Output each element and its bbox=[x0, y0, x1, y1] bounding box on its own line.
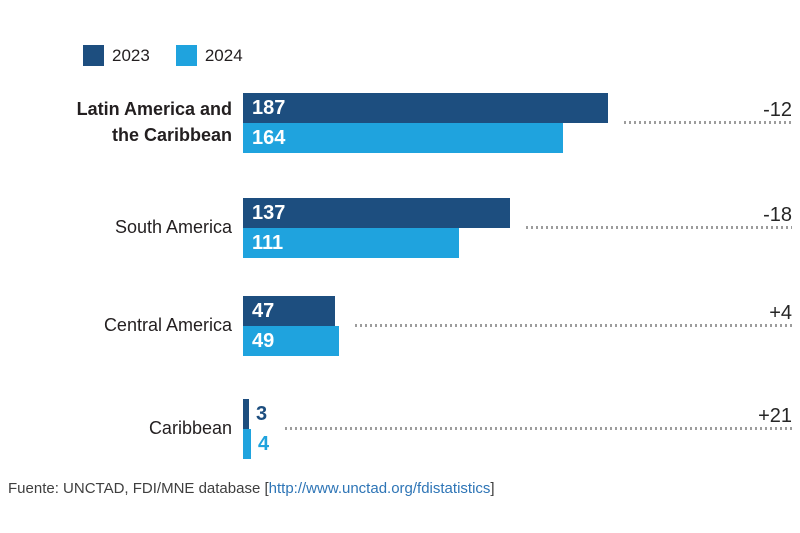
legend-label-2023: 2023 bbox=[112, 45, 150, 65]
bar-2023: 3 bbox=[243, 399, 267, 429]
chart-group-latin-america: Latin America and the Caribbean 187 164 … bbox=[0, 93, 800, 153]
bar-value-label: 4 bbox=[258, 433, 270, 455]
legend-swatch-2024 bbox=[175, 45, 197, 66]
dotted-leader-line bbox=[526, 226, 792, 229]
source-link[interactable]: http://www.unctad.org/fdistatistics bbox=[268, 480, 491, 497]
bar-value-label: 187 bbox=[252, 97, 286, 119]
bar-value-label: 47 bbox=[252, 300, 275, 322]
legend-label-2024: 2024 bbox=[204, 45, 243, 65]
change-label: +4 bbox=[769, 302, 792, 324]
change-label: -18 bbox=[763, 204, 792, 226]
dotted-leader-line bbox=[285, 427, 792, 430]
change-label: +21 bbox=[758, 405, 792, 427]
chart-group-central-america: Central America 47 49 +4 bbox=[0, 296, 800, 356]
category-label: Caribbean bbox=[148, 418, 232, 439]
bar-value-label: 164 bbox=[252, 127, 286, 149]
source-note: Fuente: UNCTAD, FDI/MNE database [http:/… bbox=[8, 480, 495, 497]
bar-value-label: 137 bbox=[252, 202, 286, 224]
bar-2023: 47 bbox=[243, 296, 335, 326]
category-label: South America bbox=[114, 217, 232, 238]
category-label: Latin America and the Caribbean bbox=[76, 99, 232, 145]
bar-2024: 164 bbox=[243, 123, 563, 153]
source-text-suffix: ] bbox=[490, 480, 495, 497]
change-label: -12 bbox=[763, 99, 792, 121]
bar-2023: 187 bbox=[243, 93, 608, 123]
chart-group-south-america: South America 137 111 -18 bbox=[0, 198, 800, 258]
dotted-leader-line bbox=[624, 121, 792, 124]
bar-2024: 4 bbox=[243, 429, 269, 459]
bar-value-label: 3 bbox=[256, 403, 268, 425]
category-label: Central America bbox=[103, 315, 232, 336]
legend-swatch-2023 bbox=[83, 45, 104, 66]
dotted-leader-line bbox=[355, 324, 792, 327]
bar-2023: 137 bbox=[243, 198, 510, 228]
source-text-prefix: Fuente: UNCTAD, FDI/MNE database [ bbox=[8, 480, 269, 497]
bar-value-label: 111 bbox=[252, 232, 284, 254]
bar-2024: 49 bbox=[243, 326, 339, 356]
bar-2024: 111 bbox=[243, 228, 459, 258]
chart-group-caribbean: Caribbean 3 4 +21 bbox=[0, 399, 800, 459]
chart-legend: 2023 2024 bbox=[83, 45, 243, 66]
bar-value-label: 49 bbox=[252, 330, 275, 352]
